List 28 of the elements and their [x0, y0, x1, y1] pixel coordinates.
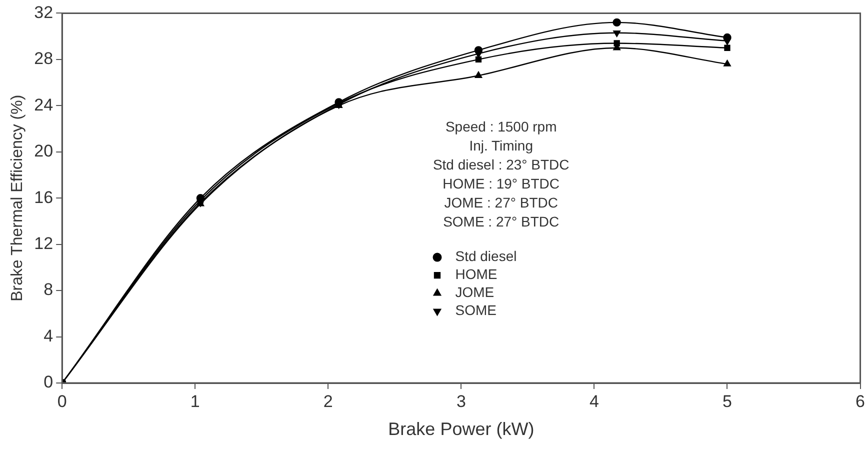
y-tick-label: 32 [34, 2, 54, 22]
y-tick-label: 20 [34, 142, 54, 161]
y-tick-label: 8 [44, 280, 54, 300]
x-axis-title: Brake Power (kW) [388, 419, 534, 440]
y-axis-title: Brake Thermal Efficiency (%) [9, 94, 26, 302]
x-tick-label: 4 [589, 392, 599, 411]
x-tick-label: 5 [722, 392, 732, 411]
y-tick-label: 16 [34, 188, 54, 207]
y-tick-label: 0 [44, 372, 54, 392]
y-tick-label: 4 [44, 326, 54, 346]
annotation: Speed : 1500 rpm [445, 118, 557, 135]
x-tick-label: 0 [57, 392, 67, 411]
x-tick-label: 6 [856, 392, 866, 411]
x-tick-label: 2 [323, 392, 333, 411]
annotation: Inj. Timing [469, 138, 534, 154]
legend-label: JOME [455, 284, 494, 300]
y-tick-label: 12 [34, 234, 54, 254]
annotation: JOME : 27° BTDC [444, 194, 558, 211]
annotation: Std diesel : 23° BTDC [432, 156, 570, 173]
legend-label: SOME [455, 302, 496, 318]
y-tick-label: 24 [34, 95, 54, 114]
annotation: HOME : 19° BTDC [442, 176, 560, 192]
legend-label: Std diesel [455, 248, 517, 264]
x-tick-label: 1 [190, 392, 200, 411]
legend-label: HOME [455, 266, 498, 282]
annotation: SOME : 27° BTDC [443, 214, 560, 230]
y-tick-label: 28 [34, 49, 54, 68]
x-tick-label: 3 [456, 392, 466, 411]
